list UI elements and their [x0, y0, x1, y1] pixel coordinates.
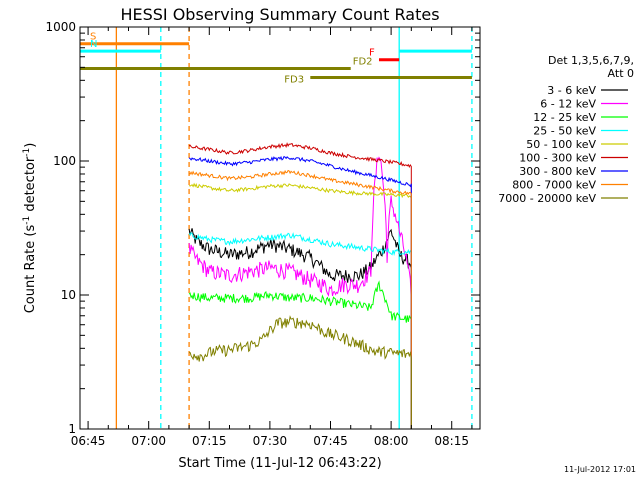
- y-tick-label-2: 100: [53, 154, 76, 168]
- series-line-0: [188, 228, 412, 429]
- series-line-3: [188, 232, 412, 429]
- legend-label-0: 3 - 6 keV: [547, 84, 596, 97]
- legend-label-6: 300 - 800 keV: [519, 165, 596, 178]
- legend-label-1: 6 - 12 keV: [540, 98, 596, 111]
- series-line-6: [188, 155, 412, 429]
- data-series: [188, 142, 412, 429]
- series-line-2: [188, 280, 412, 429]
- y-tick-label-1: 10: [61, 288, 76, 302]
- y-axis-label: Count Rate (s-1 detector-1): [22, 143, 38, 314]
- legend-label-3: 25 - 50 keV: [533, 125, 596, 138]
- x-axis-label: Start Time (11-Jul-12 06:43:22): [178, 456, 381, 471]
- x-tick-label-0: 06:45: [71, 434, 106, 448]
- legend-label-8: 7000 - 20000 keV: [498, 192, 596, 205]
- status-label-0: S: [90, 32, 96, 43]
- series-line-5: [188, 142, 412, 429]
- vertical-markers: [115, 27, 473, 429]
- status-label-4: F: [369, 48, 375, 59]
- series-line-8: [188, 315, 412, 429]
- x-tick-label-1: 07:00: [131, 434, 166, 448]
- series-line-1: [188, 156, 412, 429]
- x-tick-label-5: 08:00: [374, 434, 409, 448]
- legend-label-2: 12 - 25 keV: [533, 111, 596, 124]
- x-tick-label-2: 07:15: [192, 434, 227, 448]
- legend-label-4: 50 - 100 keV: [526, 138, 596, 151]
- legend-header-line2: Att 0: [608, 67, 634, 80]
- x-tick-label-6: 08:15: [434, 434, 469, 448]
- x-tick-label-4: 07:45: [313, 434, 348, 448]
- legend-header-line1: Det 1,3,5,6,7,9,: [548, 54, 634, 67]
- status-bars: SN FD2 FD3 F: [80, 32, 472, 85]
- y-tick-label-0: 1: [68, 422, 76, 436]
- footer-date: 11-Jul-2012 17:01: [564, 465, 636, 474]
- chart-title: HESSI Observing Summary Count Rates: [120, 5, 439, 24]
- plot-frame: [79, 26, 481, 430]
- status-label-3: FD3: [284, 74, 304, 85]
- series-line-7: [188, 169, 412, 429]
- legend-label-7: 800 - 7000 keV: [512, 179, 596, 192]
- x-tick-label-3: 07:30: [253, 434, 288, 448]
- x-axis: 06:45 07:00 07:15 07:30 07:45 08:00 08:15: [71, 27, 473, 448]
- legend-label-5: 100 - 300 keV: [519, 152, 596, 165]
- y-tick-label-3: 1000: [45, 20, 76, 34]
- status-label-1: N: [90, 39, 97, 50]
- series-line-4: [188, 182, 412, 429]
- y-axis: 1 10 100 1000: [45, 20, 480, 436]
- status-label-2: FD2: [353, 57, 373, 68]
